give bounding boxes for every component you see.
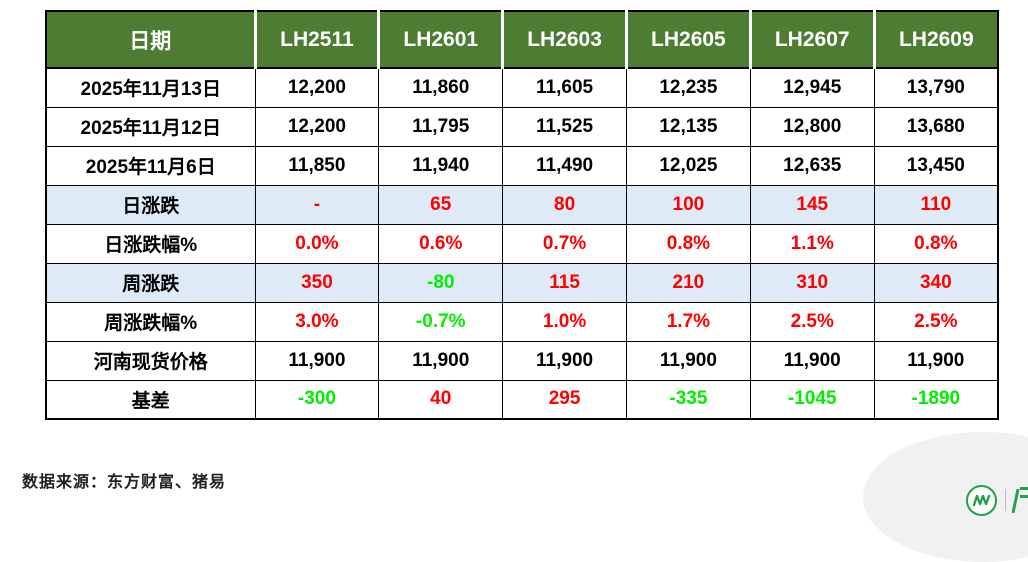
data-cell: 2.5% bbox=[749, 301, 875, 342]
logo-divider bbox=[1005, 489, 1006, 511]
header-date-label: 日期 bbox=[45, 10, 257, 69]
data-cell: 0.6% bbox=[378, 223, 504, 264]
data-cell: 11,605 bbox=[502, 67, 627, 108]
data-cell: -0.7% bbox=[378, 301, 504, 342]
row-label: 周涨跌 bbox=[45, 262, 256, 303]
data-cell: 115 bbox=[502, 262, 627, 303]
table-row: 2025年11月6日 11,850 11,940 11,490 12,025 12,635… bbox=[45, 145, 999, 186]
data-cell: 11,900 bbox=[502, 340, 627, 381]
data-cell: 295 bbox=[502, 379, 627, 420]
data-cell: 3.0% bbox=[254, 301, 380, 342]
brand-logo bbox=[966, 480, 1028, 520]
data-cell: -1045 bbox=[749, 379, 875, 420]
data-cell: 0.7% bbox=[502, 223, 627, 264]
data-cell: 11,900 bbox=[749, 340, 875, 381]
data-cell: 100 bbox=[625, 184, 751, 225]
data-cell: 12,635 bbox=[749, 145, 875, 186]
data-cell: 2.5% bbox=[873, 301, 999, 342]
data-cell: 40 bbox=[378, 379, 504, 420]
data-cell: 0.8% bbox=[625, 223, 751, 264]
data-cell: -1890 bbox=[873, 379, 999, 420]
futures-price-table: 日期 LH2511 LH2601 LH2603 LH2605 LH2607 LH2609 2… bbox=[45, 10, 999, 420]
row-label: 2025年11月13日 bbox=[45, 67, 256, 108]
data-cell: 210 bbox=[625, 262, 751, 303]
row-label: 2025年11月6日 bbox=[45, 145, 256, 186]
row-label: 基差 bbox=[45, 379, 256, 420]
table-row: 日涨跌 -65 80 100 145 110 bbox=[45, 184, 999, 225]
data-cell: 80 bbox=[502, 184, 627, 225]
data-cell: 13,790 bbox=[873, 67, 999, 108]
table-row: 河南现货价格 11,900 11,900 11,900 11,900 11,900 11,9… bbox=[45, 340, 999, 381]
data-cell: 145 bbox=[749, 184, 875, 225]
row-label: 河南现货价格 bbox=[45, 340, 256, 381]
table-row: 周涨跌 350 -80 115 210 310 340 bbox=[45, 262, 999, 303]
data-cell: 350 bbox=[254, 262, 380, 303]
data-cell: -80 bbox=[378, 262, 504, 303]
data-cell: 11,525 bbox=[502, 106, 627, 147]
data-cell: 11,900 bbox=[625, 340, 751, 381]
row-label: 2025年11月12日 bbox=[45, 106, 256, 147]
data-cell: -300 bbox=[254, 379, 380, 420]
data-cell: 12,200 bbox=[254, 106, 380, 147]
data-cell: 11,860 bbox=[378, 67, 504, 108]
data-cell: 110 bbox=[873, 184, 999, 225]
data-cell: 65 bbox=[378, 184, 504, 225]
header-contract-label: LH2511 bbox=[253, 10, 381, 69]
m-zigzag-logo-icon bbox=[966, 484, 997, 516]
header-contract-label: LH2609 bbox=[872, 10, 999, 69]
data-cell: 12,945 bbox=[749, 67, 875, 108]
data-cell: 12,800 bbox=[749, 106, 875, 147]
table-row: 日涨跌幅% 0.0% 0.6% 0.7% 0.8% 1.1% 0.8% bbox=[45, 223, 999, 264]
data-cell: 13,450 bbox=[873, 145, 999, 186]
data-cell: 11,900 bbox=[254, 340, 380, 381]
data-cell: - bbox=[254, 184, 380, 225]
table-row: 2025年11月13日 12,200 11,860 11,605 12,235 12,94… bbox=[45, 67, 999, 108]
data-cell: 12,025 bbox=[625, 145, 751, 186]
table-row: 2025年11月12日 12,200 11,795 11,525 12,135 12,80… bbox=[45, 106, 999, 147]
data-cell: 1.7% bbox=[625, 301, 751, 342]
data-cell: 13,680 bbox=[873, 106, 999, 147]
data-cell: 11,900 bbox=[378, 340, 504, 381]
data-cell: 11,850 bbox=[254, 145, 380, 186]
row-label: 日涨跌 bbox=[45, 184, 256, 225]
data-cell: 310 bbox=[749, 262, 875, 303]
data-cell: -335 bbox=[625, 379, 751, 420]
data-cell: 340 bbox=[873, 262, 999, 303]
header-contract-label: LH2605 bbox=[624, 10, 752, 69]
data-cell: 11,490 bbox=[502, 145, 627, 186]
data-cell: 0.8% bbox=[873, 223, 999, 264]
header-contract-label: LH2607 bbox=[748, 10, 876, 69]
data-cell: 11,900 bbox=[873, 340, 999, 381]
data-cell: 1.0% bbox=[502, 301, 627, 342]
logo-text-fragment bbox=[1012, 487, 1028, 513]
data-cell: 11,795 bbox=[378, 106, 504, 147]
header-contract-label: LH2603 bbox=[501, 10, 628, 69]
table-row: 周涨跌幅% 3.0% -0.7% 1.0% 1.7% 2.5% 2.5% bbox=[45, 301, 999, 342]
data-cell: 1.1% bbox=[749, 223, 875, 264]
data-cell: 12,200 bbox=[254, 67, 380, 108]
data-source-note: 数据来源：东方财富、猪易 bbox=[22, 474, 227, 491]
data-cell: 12,135 bbox=[625, 106, 751, 147]
row-label: 日涨跌幅% bbox=[45, 223, 256, 264]
table-header-row: 日期 LH2511 LH2601 LH2603 LH2605 LH2607 LH2609 bbox=[45, 10, 999, 69]
data-cell: 12,235 bbox=[625, 67, 751, 108]
row-label: 周涨跌幅% bbox=[45, 301, 256, 342]
table-row: 基差 -300 40 295 -335 -1045 -1890 bbox=[45, 379, 999, 420]
data-cell: 0.0% bbox=[254, 223, 380, 264]
data-cell: 11,940 bbox=[378, 145, 504, 186]
header-contract-label: LH2601 bbox=[377, 10, 505, 69]
